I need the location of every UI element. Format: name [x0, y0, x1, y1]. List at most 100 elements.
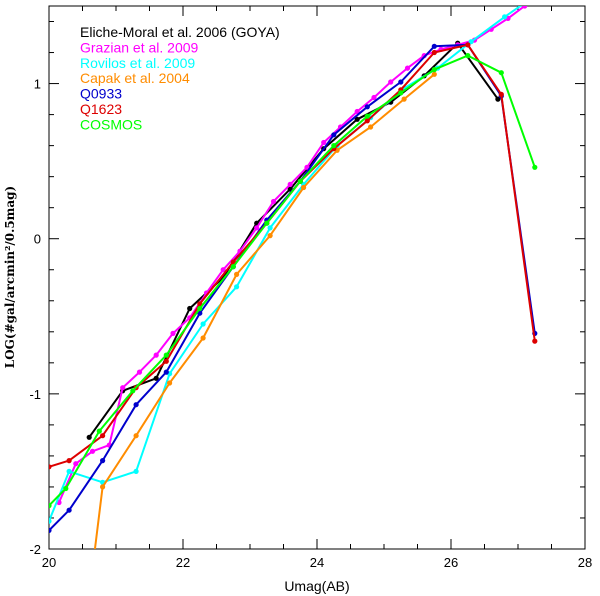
series-line [93, 73, 435, 549]
data-point [404, 65, 411, 71]
data-point [364, 118, 370, 124]
data-point [388, 79, 394, 85]
data-point [431, 43, 437, 49]
y-tick-label: -2 [29, 542, 41, 557]
data-point [153, 352, 159, 358]
axis-tick-labels: 20 22 24 26 28 -2 -1 0 1 [29, 77, 592, 570]
data-point [200, 321, 206, 327]
data-point [89, 448, 96, 454]
data-point [100, 484, 106, 490]
data-point [498, 70, 504, 76]
data-point [468, 39, 474, 45]
x-tick-label: 28 [578, 555, 592, 570]
data-point [96, 428, 102, 434]
data-point [100, 433, 106, 439]
legend-entry: Q0933 [80, 86, 122, 102]
data-point [163, 352, 169, 358]
data-point [86, 434, 92, 440]
legend-entry: Eliche-Moral et al. 2006 (GOYA) [80, 24, 280, 40]
data-point [187, 305, 193, 312]
data-point [264, 220, 270, 226]
data-point [431, 67, 437, 73]
y-axis-title: LOG(#gal/arcmin²/0.5mag) [3, 186, 17, 368]
data-point [354, 108, 360, 115]
data-point [100, 458, 106, 464]
data-point [130, 388, 136, 394]
series-3 [93, 71, 437, 549]
data-point [133, 433, 139, 439]
data-point [401, 96, 407, 102]
data-point [498, 91, 504, 97]
data-point [153, 375, 159, 381]
plot-frame [48, 5, 586, 550]
data-point [267, 225, 273, 231]
legend: Eliche-Moral et al. 2006 (GOYA)Grazian e… [80, 24, 280, 132]
series-line [49, 6, 522, 522]
data-point [301, 184, 307, 191]
data-point [234, 271, 240, 277]
y-tick-label: 1 [34, 77, 41, 92]
data-point [167, 380, 173, 386]
series-line [49, 54, 536, 507]
data-point [495, 96, 501, 102]
x-axis-title: Umag(AB) [284, 578, 349, 594]
data-point [368, 124, 374, 130]
data-point [431, 71, 437, 77]
data-point [66, 458, 72, 464]
data-point [364, 104, 370, 110]
data-point [522, 6, 528, 9]
data-point [163, 358, 169, 364]
data-point [49, 518, 52, 524]
x-tick-label: 26 [444, 555, 458, 570]
data-point [136, 369, 143, 375]
data-point [133, 468, 139, 474]
data-point [502, 14, 508, 20]
data-point [532, 164, 538, 170]
data-point [465, 53, 471, 59]
data-point [267, 233, 273, 239]
data-point [522, 0, 527, 5]
data-point [49, 503, 52, 509]
legend-entry: Capak et al. 2004 [80, 70, 190, 86]
data-point [66, 507, 72, 513]
series-line [88, 42, 499, 438]
data-point [431, 49, 437, 56]
legend-entry: Q1623 [80, 101, 122, 117]
data-point [270, 198, 277, 205]
data-point [163, 369, 169, 375]
data-point [197, 305, 203, 312]
legend-entry: Rovilos et al. 2009 [80, 55, 195, 71]
data-point [63, 485, 69, 492]
data-point [331, 143, 337, 149]
data-point [287, 181, 293, 187]
data-point [170, 330, 176, 336]
x-tick-label: 22 [176, 555, 190, 570]
legend-entry: Grazian et al. 2009 [80, 39, 199, 55]
data-point [49, 464, 52, 470]
data-point [49, 527, 52, 533]
series-1 [56, 6, 528, 506]
series-layer [49, 0, 538, 549]
data-point [73, 461, 79, 467]
data-point [398, 79, 404, 85]
data-point [321, 139, 327, 146]
y-tick-label: -1 [29, 387, 41, 402]
y-tick-label: 0 [34, 232, 41, 247]
x-tick-label: 20 [42, 555, 56, 570]
data-point [331, 132, 337, 138]
data-point [234, 284, 240, 290]
data-point [220, 267, 226, 273]
data-point [371, 94, 377, 101]
data-point [120, 385, 126, 391]
x-tick-label: 24 [310, 555, 324, 570]
data-point [197, 301, 203, 307]
data-point [364, 113, 370, 119]
data-point [398, 90, 404, 96]
data-point [133, 402, 139, 408]
axis-ticks [48, 6, 586, 550]
data-point [200, 335, 206, 341]
data-point [66, 468, 72, 474]
series-6 [49, 53, 538, 509]
data-point [297, 178, 303, 184]
